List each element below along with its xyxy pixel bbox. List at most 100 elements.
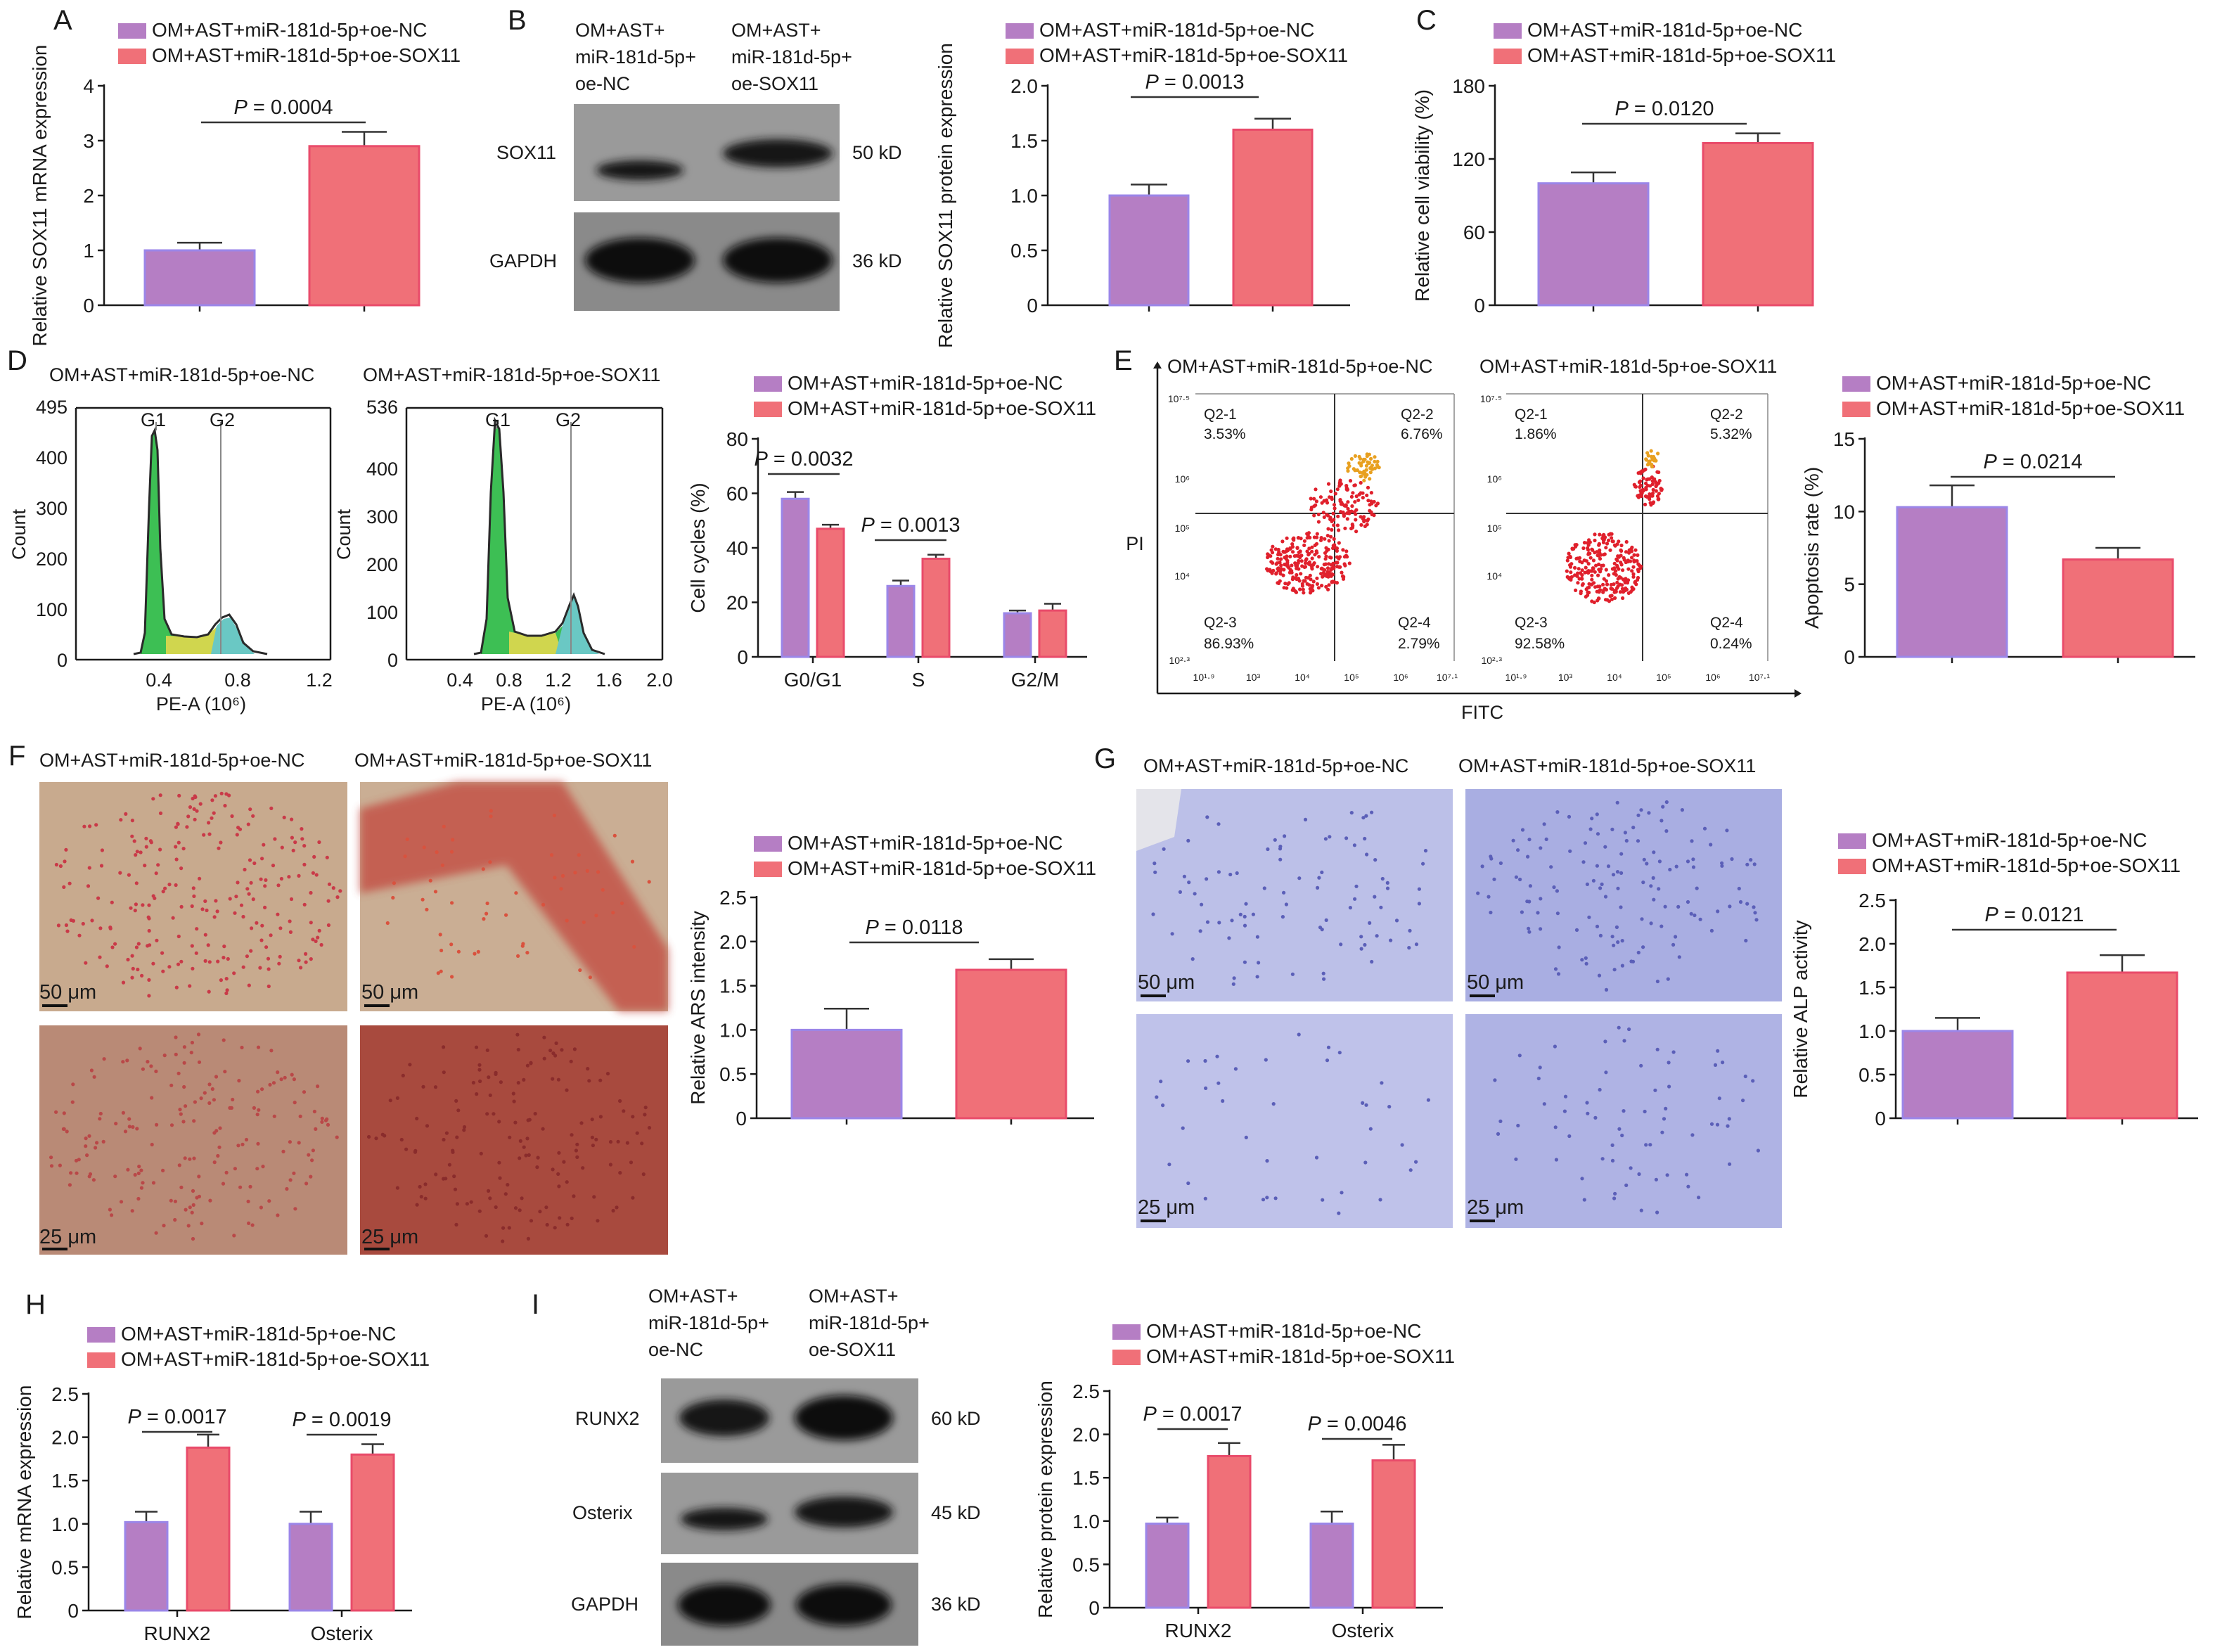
alp-nc-low-cell-24 [1417, 902, 1421, 906]
ars-nc-high-nodule-153 [256, 1141, 260, 1146]
ars-nc-high-nodule-44 [288, 1140, 292, 1144]
alp-sox-low-cell-132 [1528, 884, 1532, 888]
ars-nc-low-nodule-197 [174, 825, 178, 829]
alp-nc-low-cell-30 [1349, 811, 1354, 815]
ars-nc-high-nodule-88 [214, 1075, 219, 1079]
ars-sox-high-nodule-145 [575, 1155, 579, 1159]
alp-nc-high-cell-7 [1261, 1198, 1266, 1202]
ars-nc-high-nodule-35 [293, 1207, 297, 1211]
hist-nc-ytick-3: 300 [36, 498, 68, 519]
blot-b-sox-line3: oe-SOX11 [731, 73, 818, 94]
alp-sox-high-cell-0 [1713, 1063, 1718, 1067]
alp-nc-low-cell-3 [1198, 929, 1202, 933]
chart-b-ytick-1: 0.5 [1010, 240, 1038, 262]
ars-nc-low-nodule-85 [267, 984, 271, 989]
ars-nc-high-nodule-119 [49, 1155, 53, 1160]
chart-d-bar-0 [781, 497, 810, 658]
alp-nc-low-cell-52 [1205, 877, 1209, 881]
hist-sox-ylabel: Count [333, 508, 354, 560]
flow-nc-event-b-67 [1350, 525, 1355, 530]
panel-label-d: D [7, 345, 27, 376]
alp-sox-low-cell-80 [1695, 886, 1699, 890]
flow-nc-event-156 [1290, 563, 1294, 568]
flow-nc-event-89 [1280, 539, 1285, 544]
ars-nc-high-nodule-124 [196, 1032, 201, 1037]
flow-nc-event-78 [1282, 568, 1286, 572]
alp-sox-low-cell-113 [1702, 826, 1707, 831]
ars-nc-high-nodule-162 [179, 1112, 183, 1116]
chart-g-legend-swatch-nc [1838, 833, 1866, 849]
alp-nc-high-cell-8 [1216, 1081, 1221, 1085]
alp-sox-low-cell-89 [1555, 889, 1559, 893]
ars-nc-low-nodule-133 [280, 845, 284, 850]
alp-sox-low-cell-47 [1624, 838, 1629, 843]
ars-sox-high-nodule-67 [557, 1184, 561, 1189]
alp-nc-low-cell-26 [1205, 920, 1210, 924]
ars-nc-high-nodule-176 [320, 1116, 324, 1120]
flow-nc-event-c-40 [1363, 457, 1367, 461]
ars-nc-low-nodule-178 [105, 964, 109, 968]
alp-sox-low-cell-116 [1539, 846, 1543, 850]
flow-sox-event-254 [1618, 582, 1622, 587]
ars-nc-high-nodule-15 [316, 1084, 320, 1089]
blot-i-row-osterix-size: 45 kD [931, 1502, 981, 1523]
ars-nc-low-nodule-159 [299, 966, 303, 970]
alp-nc-low-cell-73 [1273, 838, 1277, 842]
alp-sox-low-cell-98 [1657, 887, 1661, 891]
flow-nc-event-108 [1314, 549, 1318, 553]
alp-nc-low-cell-57 [1200, 902, 1204, 907]
alp-nc-high-cell-38 [1368, 1127, 1373, 1131]
flow-sox-event-165 [1636, 562, 1641, 566]
ars-sox-high-nodule-99 [494, 1205, 498, 1210]
ars-sox-high-nodule-63 [442, 1137, 446, 1142]
ars-nc-high-nodule-32 [281, 1149, 285, 1153]
flow-nc-event-214 [1324, 546, 1328, 550]
ars-nc-high-nodule-108 [119, 1200, 124, 1204]
flow-sox-event-196 [1569, 570, 1573, 575]
flow-nc-ytick-0: 10⁷·⁵ [1168, 393, 1190, 404]
chart-a-legend-label-nc: OM+AST+miR-181d-5p+oe-NC [152, 19, 427, 41]
alp-sox-low-cell-17 [1691, 865, 1696, 869]
flow-nc-event-c-46 [1369, 465, 1373, 470]
alp-sox-high-cell-67 [1580, 1177, 1584, 1181]
flow-sox-event-248 [1625, 581, 1630, 585]
ars-nc-low-nodule-76 [291, 848, 295, 852]
alp-sox-low-cell-90 [1595, 924, 1600, 928]
hist-nc-title: OM+AST+miR-181d-5p+oe-NC [49, 364, 314, 385]
ars-sox-high-nodule-65 [557, 1151, 561, 1155]
flow-nc-event-26 [1319, 572, 1323, 576]
chart-f-ylabel: Relative ARS intensity [687, 911, 709, 1104]
chart-g-legend-label-sox: OM+AST+miR-181d-5p+oe-SOX11 [1872, 854, 2181, 876]
ars-nc-low-nodule-143 [96, 896, 101, 900]
ars-nc-scale-bottom: 25 μm [39, 1226, 96, 1248]
flow-nc-event-213 [1335, 546, 1339, 551]
ars-sox-high-nodule-7 [488, 1093, 492, 1097]
ars-sox-low-nodule-47 [488, 860, 492, 864]
ars-nc-low-nodule-98 [222, 945, 226, 949]
alp-nc-low-cell-33 [1227, 936, 1231, 940]
alp-nc-low-cell-42 [1205, 815, 1209, 819]
ars-nc-high-nodule-68 [65, 1129, 69, 1134]
alp-nc-low-cell-10 [1193, 892, 1197, 896]
ars-sox-high-nodule-23 [572, 1194, 576, 1198]
flow-nc-event-c-41 [1363, 471, 1367, 475]
ars-nc-low-nodule-196 [99, 864, 104, 868]
alp-sox-low-cell-67 [1649, 884, 1653, 888]
chart-g-ytick-2: 1.0 [1858, 1020, 1886, 1042]
ars-nc-low-nodule-132 [245, 954, 249, 959]
flow-nc-title: OM+AST+miR-181d-5p+oe-NC [1167, 356, 1432, 377]
alp-nc-low-cell-9 [1228, 872, 1233, 877]
chart-b-ytick-3: 1.5 [1010, 130, 1038, 152]
ars-sox-high-nodule-124 [516, 1081, 520, 1085]
ars-nc-low-nodule-175 [277, 961, 281, 966]
ars-sox-high-nodule-34 [631, 1115, 635, 1119]
flow-sox-event-218 [1636, 569, 1641, 574]
ars-nc-high-nodule-117 [58, 1163, 62, 1167]
ars-nc-low-nodule-79 [219, 791, 224, 795]
alp-sox-low-cell-135 [1526, 854, 1530, 859]
flow-sox-event-86 [1614, 572, 1618, 577]
alp-nc-high-cell-31 [1221, 1099, 1225, 1103]
alp-nc-low-cell-16 [1170, 932, 1174, 936]
alp-sox-low-cell-133 [1585, 882, 1589, 886]
